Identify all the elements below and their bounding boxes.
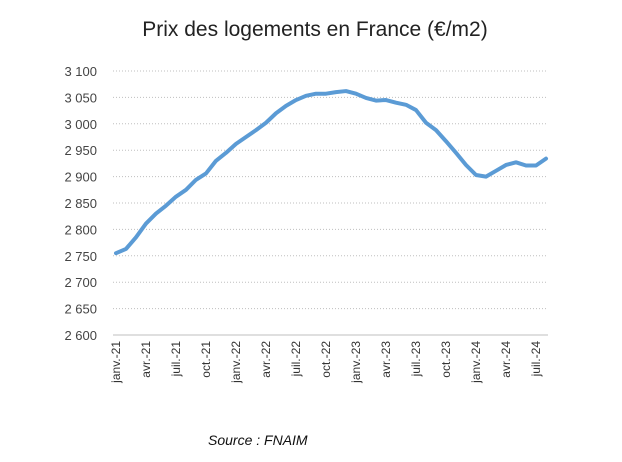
y-tick-label: 2 800 — [64, 222, 97, 237]
y-tick-label: 2 750 — [64, 249, 97, 264]
y-tick-label: 3 100 — [64, 64, 97, 79]
x-tick-label: juil.-21 — [169, 341, 183, 378]
x-tick-label: janv.-23 — [349, 341, 363, 384]
y-tick-label: 2 650 — [64, 302, 97, 317]
x-tick-label: juil.-24 — [529, 341, 543, 378]
x-tick-label: avr.-23 — [379, 341, 393, 378]
y-tick-label: 2 850 — [64, 196, 97, 211]
y-tick-label: 3 050 — [64, 90, 97, 105]
x-tick-label: janv.-21 — [109, 341, 123, 384]
y-tick-label: 3 000 — [64, 117, 97, 132]
x-tick-label: avr.-22 — [259, 341, 273, 378]
x-tick-label: janv.-24 — [469, 341, 483, 384]
price-line — [114, 89, 548, 256]
x-tick-label: juil.-22 — [289, 341, 303, 378]
x-tick-label: oct.-23 — [439, 341, 453, 378]
y-tick-label: 2 950 — [64, 143, 97, 158]
y-tick-label: 2 600 — [64, 328, 97, 343]
y-tick-label: 2 700 — [64, 275, 97, 290]
y-tick-label: 2 900 — [64, 170, 97, 185]
chart-title: Prix des logements en France (€/m2) — [142, 18, 488, 41]
x-tick-label: juil.-23 — [409, 341, 423, 378]
x-tick-label: avr.-24 — [499, 341, 513, 378]
x-tick-label: oct.-21 — [199, 341, 213, 378]
x-tick-label: oct.-22 — [319, 341, 333, 378]
source-note: Source : FNAIM — [208, 432, 308, 448]
x-tick-label: avr.-21 — [139, 341, 153, 378]
x-tick-label: janv.-22 — [229, 341, 243, 384]
